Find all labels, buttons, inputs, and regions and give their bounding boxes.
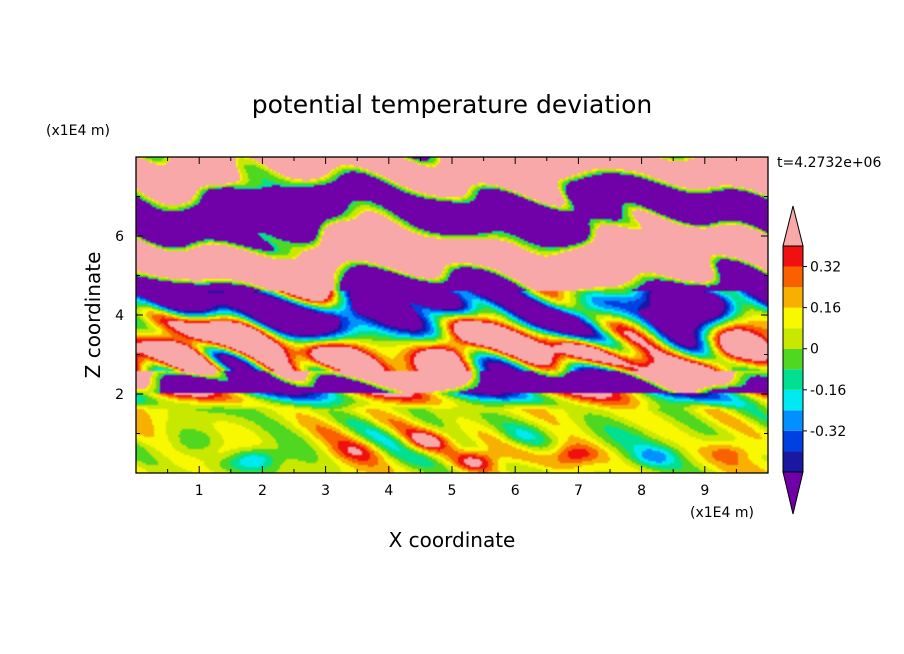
x-axis-label: X coordinate [389,528,516,552]
chart-title: potential temperature deviation [252,90,652,119]
colorbar: -0.32 -0.16 0 0.16 0.32 [782,205,846,515]
colorbar-bin [783,246,803,267]
y-axis: 2 4 6 [115,196,768,434]
colorbar-bin [783,451,803,472]
colorbar-tick-label: 0.16 [810,301,841,317]
x-tick-label: 9 [700,483,709,499]
y-tick-label: 2 [115,387,124,403]
colorbar-bin [783,430,803,452]
colorbar-bin [783,287,803,308]
colorbar-max-extend [782,205,804,247]
y-axis-label: Z coordinate [81,252,105,379]
y-tick-label: 4 [115,308,124,324]
y-tick-label: 6 [115,229,124,245]
time-label: t=4.2732e+06 [777,155,881,171]
x-tick-label: 7 [574,483,583,499]
colorbar-bin [783,369,803,390]
heatmap-field [136,157,768,473]
colorbar-bin [783,307,803,329]
x-tick-label: 8 [637,483,646,499]
colorbar-frame [782,245,804,473]
colorbar-tick-label: -0.16 [810,383,846,399]
colorbar-bin [783,266,803,288]
colorbar-tick-label: 0.32 [810,260,841,276]
colorbar-bin [783,348,803,370]
colorbar-tick-label: -0.32 [810,424,846,440]
colorbar-bin [783,389,803,411]
y-unit-label: (x1E4 m) [46,123,110,139]
colorbar-tick-label: 0 [810,342,819,358]
plot-area [136,157,768,473]
x-tick-label: 6 [511,483,520,499]
x-tick-label: 1 [195,483,204,499]
colorbar-bin [783,328,803,349]
x-axis: 1 2 3 4 5 6 7 8 9 [167,157,737,499]
colorbar-bin [783,410,803,431]
x-tick-label: 4 [384,483,393,499]
x-unit-label: (x1E4 m) [690,505,754,521]
colorbar-min-extend [782,471,804,515]
x-tick-label: 2 [258,483,267,499]
x-tick-label: 5 [448,483,457,499]
x-tick-label: 3 [321,483,330,499]
